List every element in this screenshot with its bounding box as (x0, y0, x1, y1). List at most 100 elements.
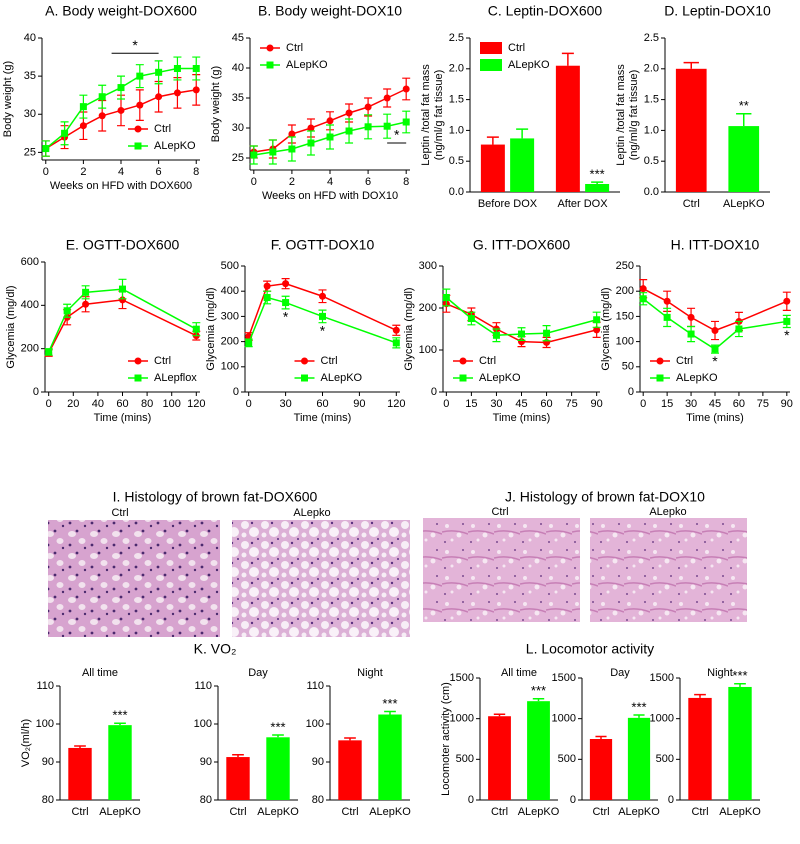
marker (442, 294, 450, 301)
marker (119, 296, 126, 304)
x-tick-label: 100 (163, 398, 181, 410)
x-tick-label: 8 (193, 166, 199, 178)
marker (467, 315, 475, 322)
y-tick-label: 2.5 (449, 32, 464, 44)
chart-title: G. ITT-DOX600 (473, 237, 570, 253)
y-tick-label: 500 (656, 753, 674, 765)
x-tick-label: 0 (251, 176, 257, 188)
annotation: ** (739, 98, 749, 113)
x-tick-label: 2 (80, 166, 86, 178)
y-tick-label: 100 (306, 718, 324, 730)
error-bar (344, 737, 356, 741)
marker (711, 327, 719, 335)
y-tick-label: 0.5 (449, 155, 464, 167)
annotation: *** (270, 719, 285, 734)
marker (593, 316, 601, 324)
legend-label: Ctrl (479, 355, 496, 367)
marker (192, 325, 200, 333)
x-tick-label: 0 (46, 398, 52, 410)
bar (338, 740, 362, 800)
marker (250, 151, 258, 159)
marker (364, 103, 372, 111)
error-bar (114, 722, 126, 726)
y-tick-label: 1000 (450, 713, 474, 725)
annotation: *** (631, 699, 646, 714)
x-tick-label: 45 (515, 398, 527, 410)
image-label: ALepko (649, 506, 686, 518)
y-tick-label: 35 (232, 92, 244, 104)
x-tick-label: 0 (43, 166, 49, 178)
x-tick-label: 120 (387, 398, 405, 410)
x-tick-label: Ctrl (229, 806, 246, 818)
chart-title: F. OGTT-DOX10 (271, 237, 375, 253)
marker (61, 129, 69, 137)
y-tick-label: 0.0 (449, 186, 464, 198)
annotation: *** (112, 708, 127, 723)
x-axis-label: Time (mins) (686, 412, 744, 424)
chart-title: Day (610, 667, 630, 679)
histology-image (590, 518, 747, 622)
error-bar (595, 735, 607, 739)
y-tick-label: 90 (312, 756, 324, 768)
error-bar (516, 128, 529, 139)
marker (783, 317, 791, 325)
y-tick-label: 35 (24, 70, 36, 82)
y-tick-label: 0 (468, 794, 474, 806)
legend-label: ALepKO (286, 59, 328, 71)
legend-marker (656, 374, 664, 382)
legend-marker (134, 357, 142, 365)
x-tick-label: 30 (685, 398, 697, 410)
marker (117, 106, 125, 114)
bar (226, 757, 250, 800)
y-tick-label: 200 (21, 343, 39, 355)
x-tick-label: 15 (465, 398, 477, 410)
x-tick-label: 75 (757, 398, 769, 410)
y-axis-label: (ng/ml/g fat tissue) (433, 70, 445, 160)
y-tick-label: 1500 (650, 672, 674, 684)
error-bar (734, 682, 746, 687)
marker (735, 325, 743, 333)
marker (245, 339, 253, 347)
x-tick-label: 0 (640, 398, 646, 410)
y-tick-label: 1000 (650, 713, 674, 725)
marker (383, 94, 391, 102)
y-tick-label: 100 (616, 336, 634, 348)
y-axis-label: Leptin /total fat mass (615, 64, 627, 166)
y-tick-label: 100 (194, 718, 212, 730)
x-tick-label: 45 (709, 398, 721, 410)
legend-marker (459, 357, 467, 365)
error-bar (633, 714, 645, 718)
y-tick-label: 1.5 (644, 94, 659, 106)
x-tick-label: 60 (733, 398, 745, 410)
bar (728, 126, 760, 192)
y-tick-label: 100 (419, 344, 437, 356)
y-tick-label: 0 (33, 386, 39, 398)
y-tick-label: 300 (221, 310, 239, 322)
x-tick-label: 6 (156, 166, 162, 178)
legend-label: ALepflox (154, 372, 197, 384)
annotation: *** (531, 683, 546, 698)
y-tick-label: 100 (36, 718, 54, 730)
x-tick-label: Ctrl (71, 806, 88, 818)
chart-title: E. OGTT-DOX600 (66, 237, 180, 253)
marker (282, 280, 290, 288)
y-axis-label: Leptin /total fat mass (420, 64, 432, 166)
annotation: * (784, 327, 790, 343)
x-axis-label: Weeks on HFD with DOX10 (262, 190, 398, 202)
x-tick-label: 90 (353, 398, 365, 410)
bar (675, 68, 707, 192)
y-tick-label: 250 (616, 260, 634, 272)
marker (392, 326, 400, 334)
marker (173, 89, 181, 97)
error-bar (736, 113, 752, 127)
marker (155, 93, 163, 101)
x-axis-label: Time (mins) (493, 412, 551, 424)
marker (639, 285, 647, 293)
x-tick-label: 40 (92, 398, 104, 410)
marker (173, 65, 181, 72)
y-tick-label: 0 (668, 794, 674, 806)
marker (288, 145, 296, 153)
legend-swatch (480, 42, 502, 54)
y-tick-label: 150 (616, 310, 634, 322)
error-bar (683, 61, 699, 69)
